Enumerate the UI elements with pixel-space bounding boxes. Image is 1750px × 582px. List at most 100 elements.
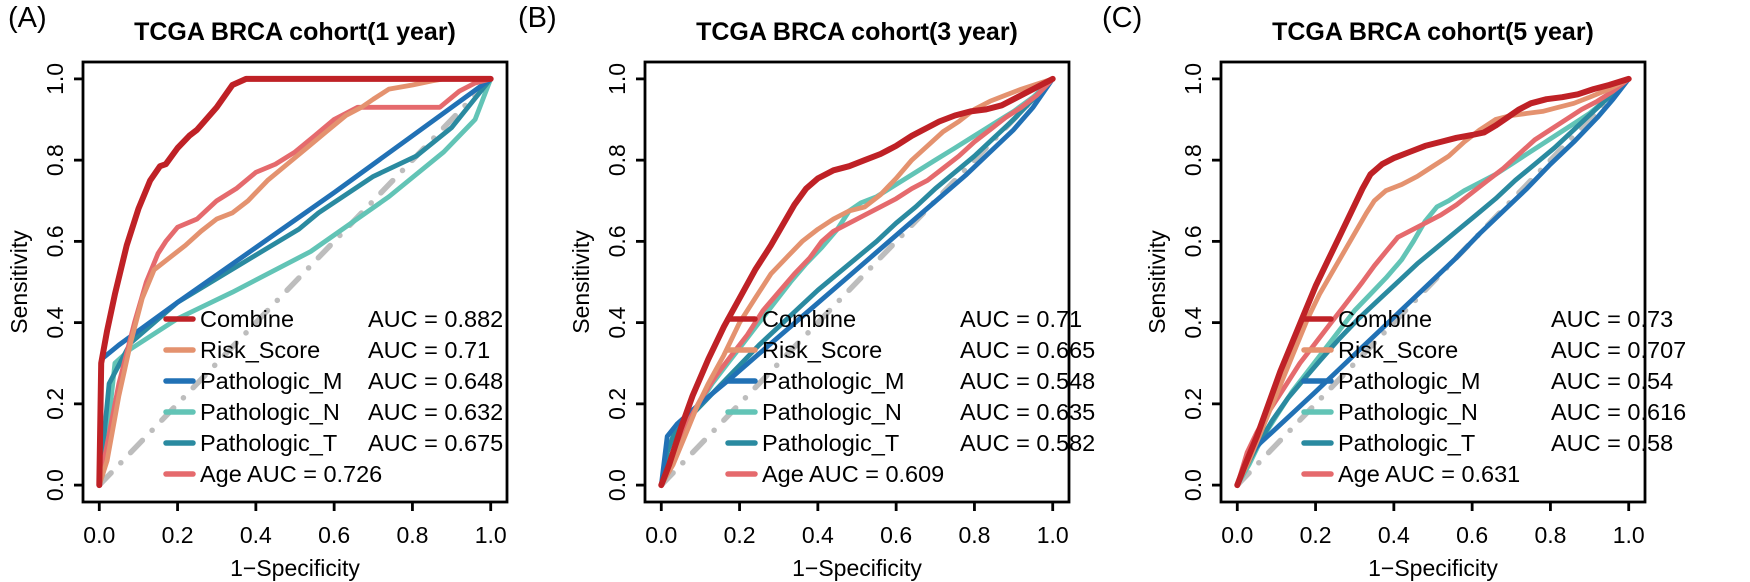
x-axis-label: 1−Specificity (230, 555, 360, 581)
y-axis-label: Sensitivity (568, 230, 594, 334)
legend-name-risk_score: Risk_Score (200, 337, 320, 363)
roc-plot-1-year: TCGA BRCA cohort(1 year) 0.0 0.0 0.2 0.2 0.4 0… (6, 18, 509, 581)
legend-name-pathologic_n: Pathologic_N (762, 399, 902, 425)
panel-c: TCGA BRCA cohort(5 year) 0.0 0.0 0.2 0.2 0.4 0… (1144, 0, 1750, 582)
y-tick-label: 0.0 (42, 469, 68, 501)
legend-name-pathologic_m: Pathologic_M (1338, 368, 1480, 394)
plot-box (81, 60, 509, 504)
roc-curve-combine (1234, 75, 1632, 489)
chart-title: TCGA BRCA cohort(1 year) (134, 18, 456, 46)
roc-curve-combine (658, 75, 1056, 489)
legend-auc-combine: AUC = 0.71 (960, 306, 1082, 332)
legend-auc-pathologic_n: AUC = 0.635 (960, 399, 1095, 425)
y-tick-label: 0.0 (1180, 469, 1206, 501)
legend-name-combine: Combine (1338, 306, 1432, 332)
legend-auc-combine: AUC = 0.882 (368, 306, 503, 332)
roc-curve-age (1234, 76, 1632, 488)
x-axis-label: 1−Specificity (792, 555, 922, 581)
roc-curve-combine (96, 75, 494, 489)
legend-auc-pathologic_m: AUC = 0.548 (960, 368, 1095, 394)
roc-curve-pathologic_m (1234, 76, 1632, 488)
y-tick-label: 0.6 (1180, 225, 1206, 257)
chart-title: TCGA BRCA cohort(3 year) (696, 18, 1018, 46)
legend-name-risk_score: Risk_Score (762, 337, 882, 363)
panel-letter-c: (C) (1102, 2, 1143, 34)
roc-curve-risk_score (1234, 76, 1632, 488)
y-tick-label: 0.6 (604, 225, 630, 257)
roc-curve-pathologic_t (1234, 76, 1632, 488)
x-tick-label: 0.0 (645, 522, 677, 548)
y-tick-label: 0.2 (42, 388, 68, 420)
roc-curve-age (658, 76, 1056, 488)
x-tick-label: 0.6 (318, 522, 350, 548)
x-tick-label: 0.8 (396, 522, 428, 548)
panel-a: TCGA BRCA cohort(1 year) 0.0 0.0 0.2 0.2 0.4 0… (0, 0, 583, 582)
plot-box (1219, 60, 1647, 504)
roc-plot-3-year: TCGA BRCA cohort(3 year) 0.0 0.0 0.2 0.2 0.4 0… (568, 18, 1095, 581)
legend-entry-age: Age AUC = 0.631 (1338, 461, 1520, 487)
y-tick-label: 0.0 (604, 469, 630, 501)
legend-name-risk_score: Risk_Score (1338, 337, 1458, 363)
legend-name-pathologic_t: Pathologic_T (762, 430, 899, 456)
y-tick-label: 0.8 (604, 144, 630, 176)
legend-auc-risk_score: AUC = 0.707 (1551, 337, 1686, 363)
panel-letter-a: (A) (8, 2, 47, 34)
y-tick-label: 1.0 (1180, 63, 1206, 95)
roc-curve-pathologic_n (96, 76, 494, 488)
chart-title: TCGA BRCA cohort(5 year) (1272, 18, 1594, 46)
y-tick-label: 0.2 (1180, 388, 1206, 420)
legend-auc-combine: AUC = 0.73 (1551, 306, 1673, 332)
x-tick-label: 0.4 (1378, 522, 1410, 548)
legend-name-pathologic_m: Pathologic_M (762, 368, 904, 394)
x-axis-label: 1−Specificity (1368, 555, 1498, 581)
legend-auc-pathologic_n: AUC = 0.632 (368, 399, 503, 425)
legend-auc-pathologic_n: AUC = 0.616 (1551, 399, 1686, 425)
y-tick-label: 0.8 (1180, 144, 1206, 176)
legend-auc-risk_score: AUC = 0.665 (960, 337, 1095, 363)
y-tick-label: 0.4 (42, 306, 68, 338)
y-tick-label: 0.4 (1180, 306, 1206, 338)
y-tick-label: 1.0 (604, 63, 630, 95)
legend-auc-pathologic_t: AUC = 0.582 (960, 430, 1095, 456)
legend-name-pathologic_m: Pathologic_M (200, 368, 342, 394)
y-tick-label: 0.6 (42, 225, 68, 257)
legend-auc-risk_score: AUC = 0.71 (368, 337, 490, 363)
y-tick-label: 1.0 (42, 63, 68, 95)
legend-auc-pathologic_t: AUC = 0.58 (1551, 430, 1673, 456)
roc-curve-risk_score (96, 76, 494, 488)
legend-entry-age: Age AUC = 0.609 (762, 461, 944, 487)
legend-name-pathologic_t: Pathologic_T (1338, 430, 1475, 456)
panel-b: TCGA BRCA cohort(3 year) 0.0 0.0 0.2 0.2 0.4 0… (568, 0, 1166, 582)
legend-entry-age: Age AUC = 0.726 (200, 461, 382, 487)
panel-letter-b: (B) (518, 2, 557, 34)
y-axis-label: Sensitivity (1144, 230, 1170, 334)
x-tick-label: 0.6 (1456, 522, 1488, 548)
y-axis-label: Sensitivity (6, 230, 32, 334)
x-tick-label: 1.0 (1613, 522, 1645, 548)
legend-auc-pathologic_t: AUC = 0.675 (368, 430, 503, 456)
legend-name-pathologic_n: Pathologic_N (200, 399, 340, 425)
y-tick-label: 0.8 (42, 144, 68, 176)
x-tick-label: 1.0 (475, 522, 507, 548)
x-tick-label: 0.0 (1221, 522, 1253, 548)
legend-auc-pathologic_m: AUC = 0.648 (368, 368, 503, 394)
legend-auc-pathologic_m: AUC = 0.54 (1551, 368, 1673, 394)
x-tick-label: 0.2 (724, 522, 756, 548)
legend-name-pathologic_t: Pathologic_T (200, 430, 337, 456)
legend-name-combine: Combine (200, 306, 294, 332)
x-tick-label: 0.4 (240, 522, 272, 548)
legend-name-pathologic_n: Pathologic_N (1338, 399, 1478, 425)
x-tick-label: 0.4 (802, 522, 834, 548)
y-tick-label: 0.4 (604, 306, 630, 338)
y-tick-label: 0.2 (604, 388, 630, 420)
roc-plot-5-year: TCGA BRCA cohort(5 year) 0.0 0.0 0.2 0.2 0.4 0… (1144, 18, 1686, 581)
x-tick-label: 0.2 (1300, 522, 1332, 548)
x-tick-label: 1.0 (1037, 522, 1069, 548)
x-tick-label: 0.8 (958, 522, 990, 548)
x-tick-label: 0.0 (83, 522, 115, 548)
x-tick-label: 0.6 (880, 522, 912, 548)
x-tick-label: 0.2 (162, 522, 194, 548)
x-tick-label: 0.8 (1534, 522, 1566, 548)
plot-box (643, 60, 1071, 504)
